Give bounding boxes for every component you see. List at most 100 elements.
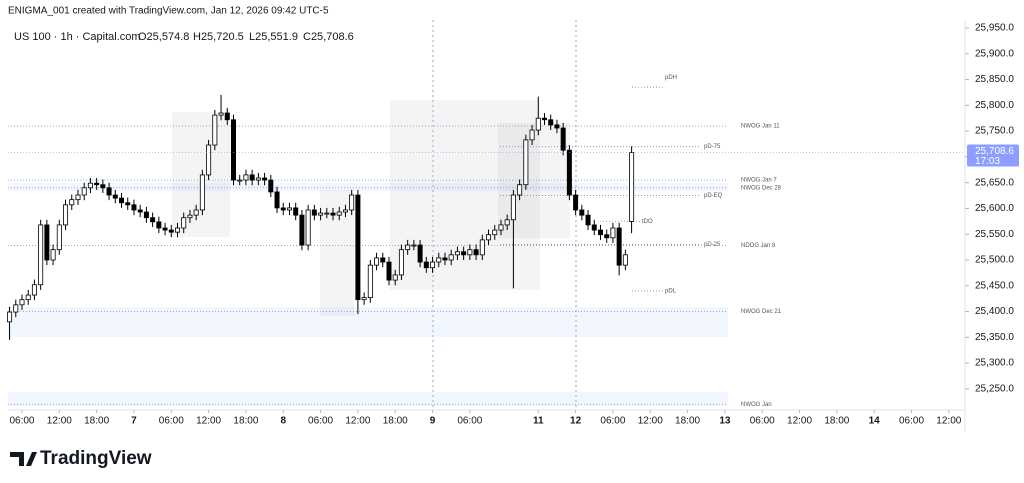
level-label: pDL bbox=[665, 288, 677, 294]
x-tick-label: 12:00 bbox=[936, 416, 961, 427]
y-tick-label: 25,650.0 bbox=[975, 177, 1014, 188]
candle-body bbox=[560, 127, 566, 151]
x-tick-label: 06:00 bbox=[899, 416, 924, 427]
candle-body bbox=[199, 174, 205, 211]
candle-body bbox=[31, 284, 37, 296]
candle-body bbox=[374, 257, 380, 266]
y-tick-label: 25,900.0 bbox=[975, 48, 1014, 59]
candle-body bbox=[156, 221, 162, 229]
level-label: pD-EQ bbox=[704, 193, 723, 199]
candle-body bbox=[454, 251, 460, 256]
candle-body bbox=[87, 182, 93, 189]
x-tick-label: 18:00 bbox=[383, 416, 408, 427]
level-label: NWOG Jan bbox=[741, 402, 772, 408]
x-tick-label: 06:00 bbox=[9, 416, 34, 427]
candle-body bbox=[299, 214, 305, 246]
candle-body bbox=[492, 229, 498, 236]
y-tick-label: 25,400.0 bbox=[975, 306, 1014, 317]
y-tick-label: 25,450.0 bbox=[975, 280, 1014, 291]
candle-body bbox=[554, 124, 560, 129]
level-label: tDO bbox=[642, 219, 653, 225]
level-label: NWOG Dec 28 bbox=[741, 185, 782, 191]
candle-body bbox=[486, 234, 492, 241]
logo-text: TradingView bbox=[40, 448, 152, 469]
candle-body bbox=[237, 179, 243, 182]
x-tick-label: 14 bbox=[869, 416, 881, 427]
candle-body bbox=[218, 112, 224, 116]
last-price-label: 25,708.6 bbox=[975, 146, 1014, 157]
candle-body bbox=[467, 249, 473, 256]
x-tick-label: 13 bbox=[719, 416, 731, 427]
candle-body bbox=[137, 209, 143, 213]
candle-body bbox=[604, 234, 610, 239]
x-tick-label: 11 bbox=[533, 416, 544, 427]
candle-body bbox=[305, 209, 311, 246]
candle-body bbox=[510, 194, 516, 221]
level-label: NWOG Jan 11 bbox=[741, 124, 780, 130]
candle-body bbox=[274, 191, 280, 209]
logo: TradingView bbox=[10, 448, 152, 469]
x-tick-label: 18:00 bbox=[84, 416, 109, 427]
candle-body bbox=[430, 261, 436, 269]
ohlc-high: H25,720.5 bbox=[193, 31, 244, 43]
x-tick-label: 18:00 bbox=[824, 416, 849, 427]
candle-body bbox=[498, 224, 504, 231]
candle-body bbox=[405, 244, 411, 251]
candle-body bbox=[361, 297, 367, 301]
zone bbox=[320, 190, 354, 316]
candle-body bbox=[355, 194, 361, 301]
ohlc-close: C25,708.6 bbox=[303, 31, 354, 43]
candle-body bbox=[597, 229, 603, 236]
candle-body bbox=[25, 294, 31, 301]
ohlc-low: L25,551.9 bbox=[249, 31, 298, 43]
candle-body bbox=[380, 257, 386, 263]
candle-body bbox=[243, 174, 249, 181]
y-tick-label: 25,850.0 bbox=[975, 74, 1014, 85]
candle-body bbox=[224, 112, 230, 121]
x-tick-label: 7 bbox=[131, 416, 137, 427]
x-tick-label: 06:00 bbox=[600, 416, 625, 427]
candle-body bbox=[318, 212, 324, 216]
candle-body bbox=[566, 149, 572, 196]
candle-body bbox=[212, 114, 218, 146]
level-label: pD-25 bbox=[704, 242, 721, 248]
y-tick-label: 25,250.0 bbox=[975, 384, 1014, 395]
candle-body bbox=[106, 187, 112, 196]
candle-body bbox=[398, 249, 404, 276]
candle-body bbox=[63, 204, 69, 226]
candle-body bbox=[168, 229, 174, 233]
x-tick-label: 18:00 bbox=[233, 416, 258, 427]
y-tick-label: 25,950.0 bbox=[975, 23, 1014, 34]
candle-body bbox=[616, 227, 622, 266]
candle-body bbox=[442, 257, 448, 261]
candle-body bbox=[367, 264, 373, 299]
logo-mark bbox=[10, 452, 37, 466]
x-tick-label: 06:00 bbox=[457, 416, 482, 427]
countdown: 17:03 bbox=[975, 156, 1000, 167]
x-tick-label: 12:00 bbox=[196, 416, 221, 427]
level-label: NWOG Dec 21 bbox=[741, 309, 782, 315]
candle-body bbox=[591, 224, 597, 231]
level-label: NWOG Jan 7 bbox=[741, 178, 777, 184]
candle-body bbox=[56, 224, 62, 251]
y-tick-label: 25,550.0 bbox=[975, 229, 1014, 240]
candle-body bbox=[100, 184, 106, 189]
level-label: pDH bbox=[665, 75, 677, 81]
candle-body bbox=[523, 139, 529, 186]
candle-body bbox=[479, 239, 485, 256]
candle-body bbox=[249, 174, 255, 181]
candle-body bbox=[94, 182, 100, 186]
y-tick-label: 25,350.0 bbox=[975, 332, 1014, 343]
candle-body bbox=[622, 254, 628, 266]
x-tick-label: 06:00 bbox=[308, 416, 333, 427]
zone bbox=[8, 392, 728, 406]
candle-body bbox=[392, 274, 398, 281]
candle-body bbox=[411, 244, 417, 247]
x-tick-label: 9 bbox=[430, 416, 436, 427]
zone bbox=[172, 112, 230, 237]
ohlc-open: O25,574.8 bbox=[138, 31, 189, 43]
candle-body bbox=[436, 257, 442, 263]
candle-body bbox=[417, 244, 423, 263]
